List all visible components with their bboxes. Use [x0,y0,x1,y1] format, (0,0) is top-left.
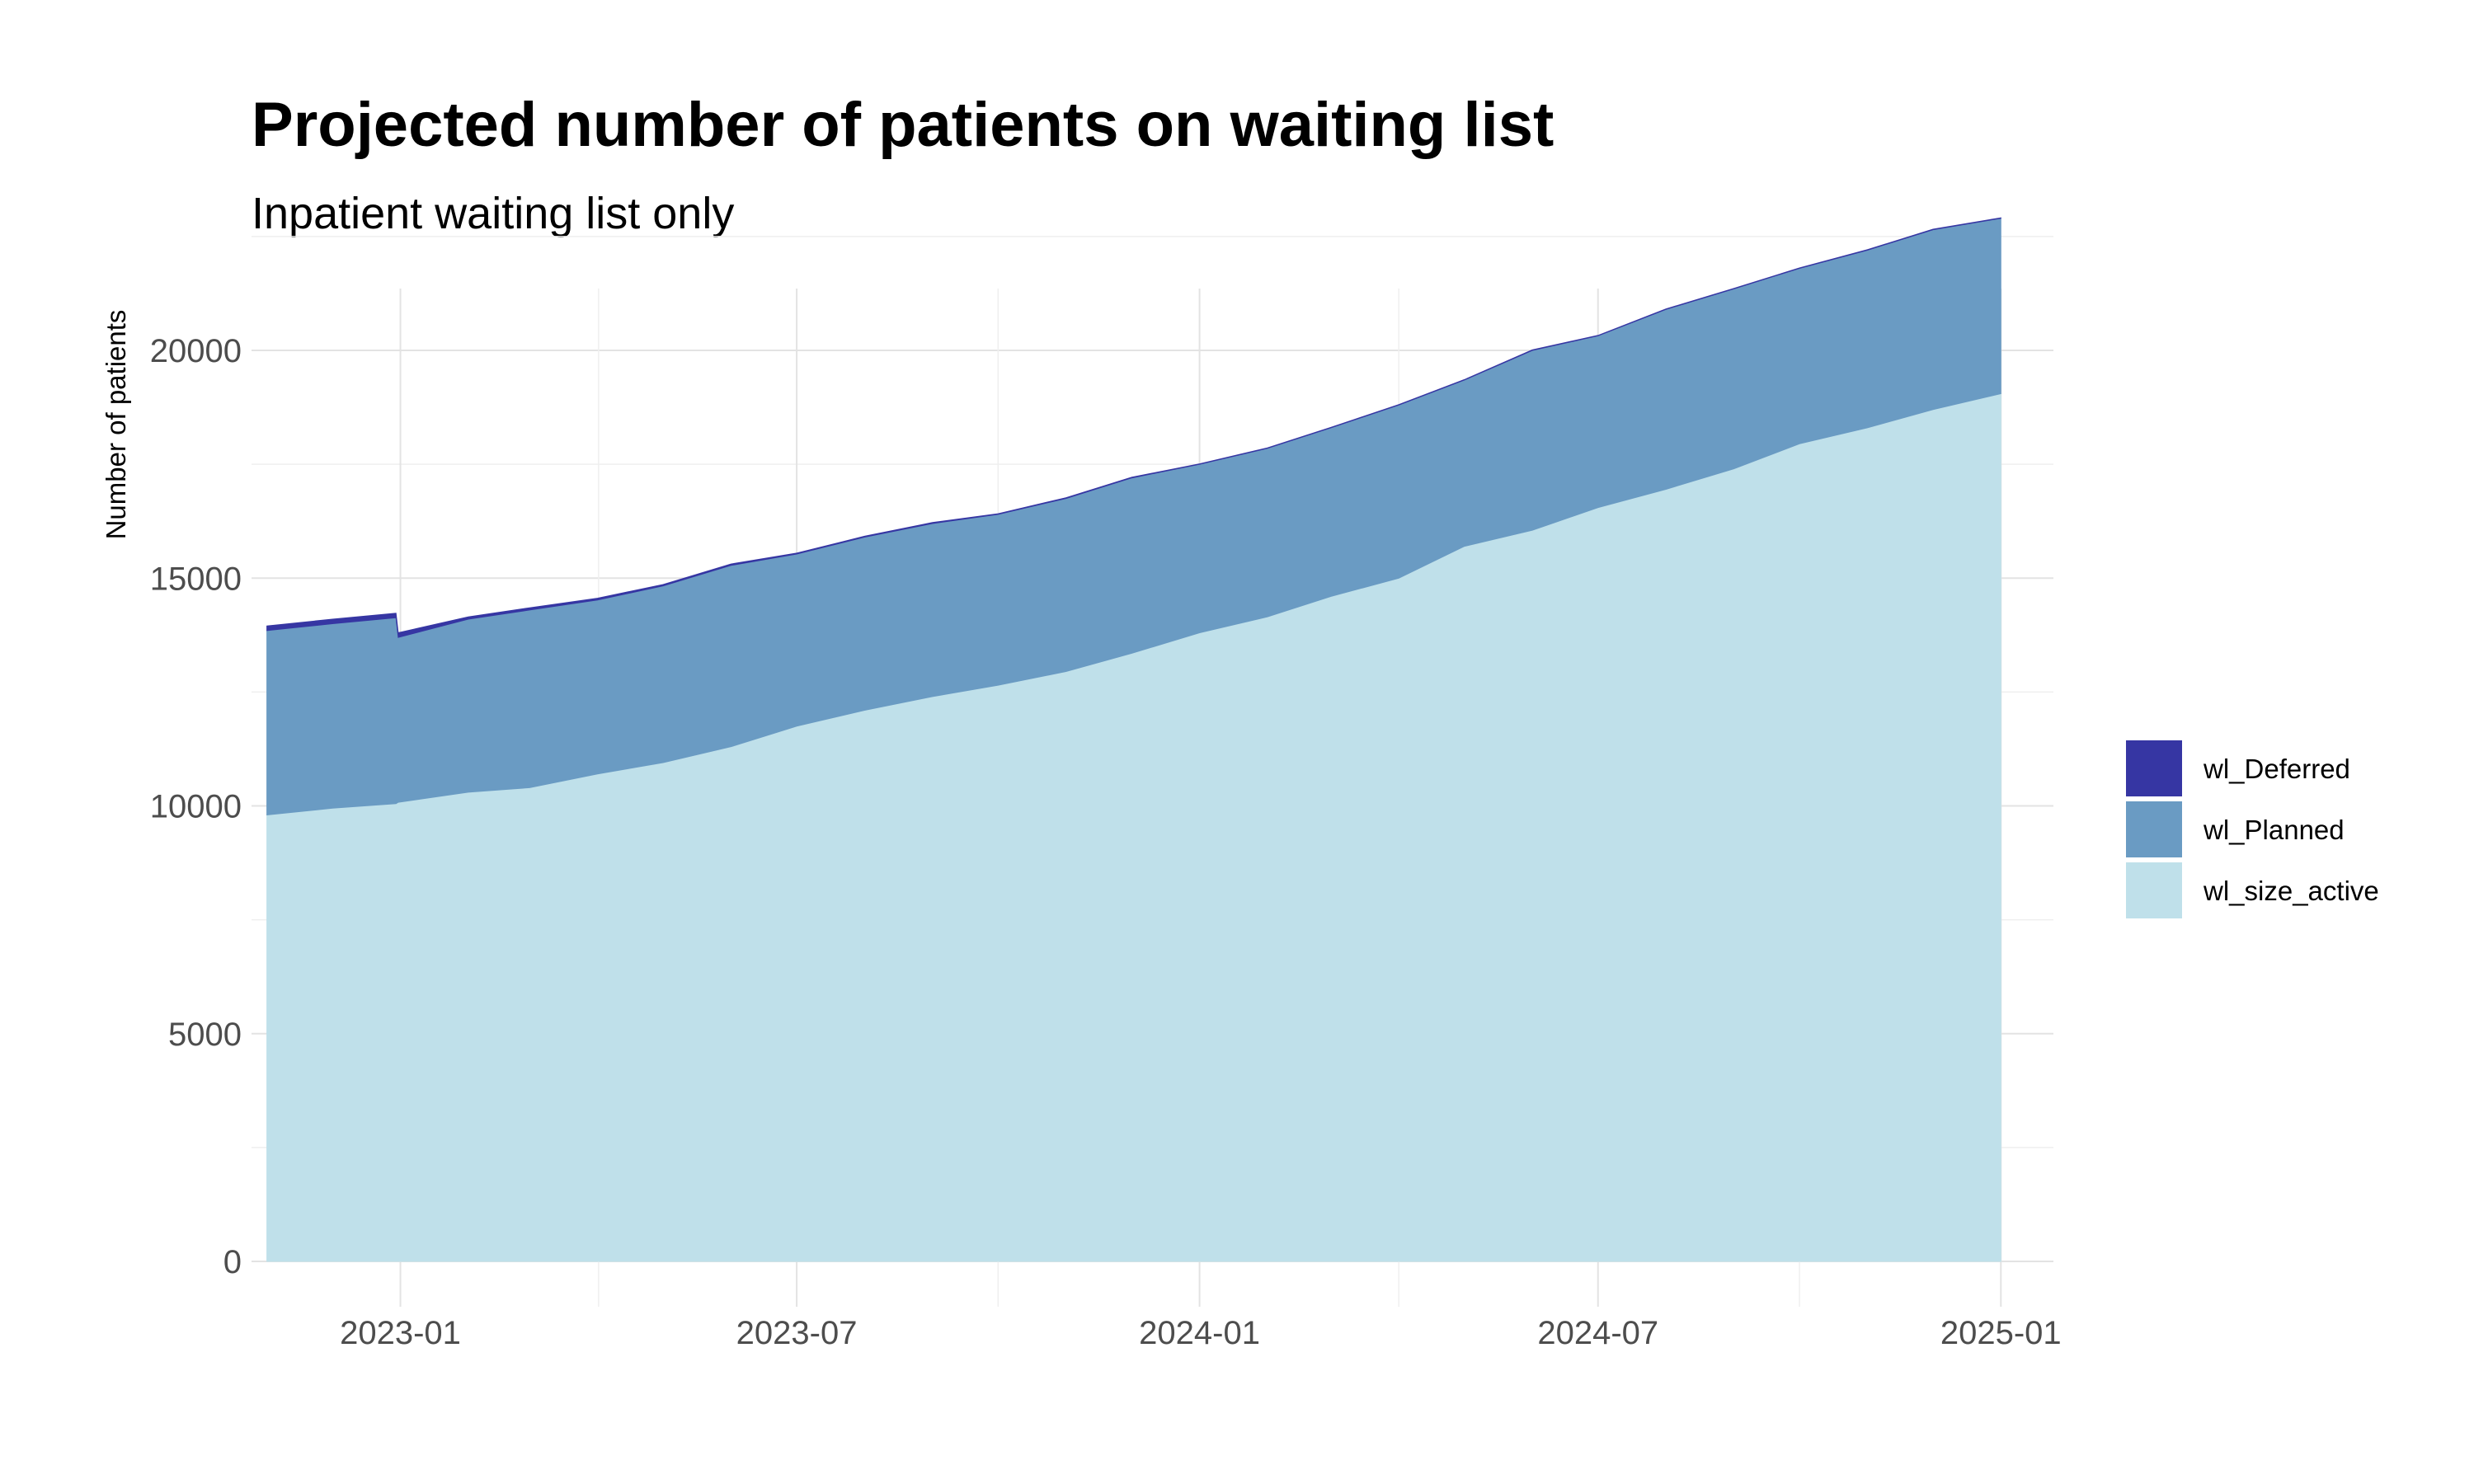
legend-label-wl-size-active: wl_size_active [2203,876,2379,906]
area-wl-deferred [266,217,2001,638]
y-tick-label: 15000 [150,561,242,597]
x-tick-label: 2023-01 [340,1315,461,1351]
x-tick-label: 2025-01 [1940,1315,2062,1351]
x-tick-label: 2024-01 [1139,1315,1260,1351]
y-tick-label: 0 [223,1244,242,1280]
legend: wl_Deferred wl_Planned wl_size_active [2126,740,2379,918]
y-tick-label: 5000 [168,1017,242,1053]
y-tick-label: 10000 [150,789,242,825]
plot-areas [266,217,2001,1262]
legend-label-wl-deferred: wl_Deferred [2203,754,2350,784]
chart-title: Projected number of patients on waiting … [252,90,1554,160]
chart-subtitle: Inpatient waiting list only [252,189,735,238]
axes: 0 5000 10000 15000 20000 2023-01 2023-07 2024-0… [150,333,2062,1351]
y-tick-label: 20000 [150,333,242,369]
legend-key-wl-size-active [2126,862,2182,918]
legend-key-wl-planned [2126,801,2182,857]
legend-key-wl-deferred [2126,740,2182,796]
x-tick-label: 2023-07 [736,1315,858,1351]
legend-label-wl-planned: wl_Planned [2203,815,2345,845]
y-axis-title: Number of patients [101,310,131,540]
x-tick-label: 2024-07 [1537,1315,1658,1351]
